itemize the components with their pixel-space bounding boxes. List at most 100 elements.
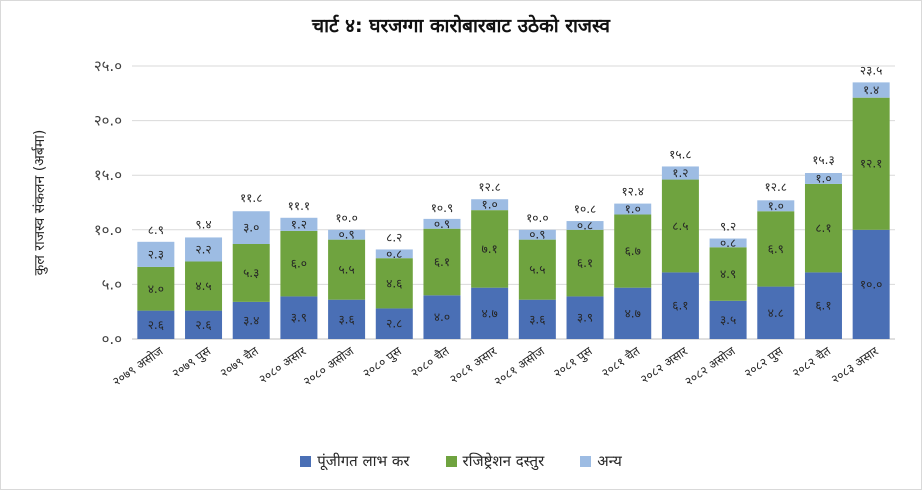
data-label-registration-fee: ७.१ [482, 242, 498, 256]
bar-segment-capital-gains [280, 296, 318, 339]
total-label: १२.४ [621, 185, 644, 199]
bar-segment-other [423, 218, 461, 229]
data-label-registration-fee: ४.६ [386, 276, 402, 290]
data-label-other: १.० [625, 202, 641, 216]
data-label-capital-gains: २.६ [148, 318, 164, 332]
data-label-capital-gains: २.६ [195, 318, 211, 332]
data-label-registration-fee: ६.१ [434, 255, 450, 269]
total-label: १५.८ [669, 147, 692, 161]
bar-segment-capital-gains [804, 272, 842, 339]
bar-segment-registration-fee [518, 239, 556, 300]
data-label-other: १.२ [291, 217, 307, 231]
x-tick-label: २०८२ असोज [682, 343, 738, 388]
bar-segment-other [328, 229, 366, 240]
total-label: ९.२ [720, 220, 736, 234]
y-tick-label: २५.० [94, 57, 122, 75]
bar-segment-other [232, 211, 270, 244]
data-label-other: ०.९ [529, 228, 545, 242]
data-label-registration-fee: ८.५ [672, 219, 688, 233]
x-tick-label: २०८० पुस [360, 343, 405, 381]
legend-swatch-other [580, 455, 592, 467]
bar-segment-registration-fee [709, 247, 747, 301]
total-label: २३.५ [860, 63, 883, 77]
data-label-other: २.२ [195, 242, 211, 256]
x-tick-label: २०७९ असोज [110, 343, 166, 388]
data-label-other: ०.८ [720, 236, 736, 250]
bar-segment-registration-fee [232, 243, 270, 302]
y-tick-label: २०.० [94, 112, 122, 130]
total-label: ११.८ [240, 191, 263, 205]
total-label: १०.० [526, 211, 549, 225]
data-label-other: ०.८ [577, 218, 593, 232]
bar-segment-registration-fee [852, 97, 890, 230]
data-label-registration-fee: ५.५ [529, 263, 545, 277]
total-label: १२.८ [478, 180, 501, 194]
data-label-registration-fee: ४.० [148, 282, 164, 296]
total-label: ८.९ [148, 223, 164, 237]
x-tick-label: २०८२ पुस [742, 343, 787, 381]
bar-segment-capital-gains [709, 300, 747, 339]
bar-segment-registration-fee [614, 214, 652, 288]
total-label: १५.३ [812, 153, 835, 167]
data-label-registration-fee: ४.९ [720, 267, 736, 281]
data-label-other: १.४ [863, 83, 879, 97]
data-label-capital-gains: ४.८ [768, 306, 784, 320]
bar-segment-other [757, 200, 795, 212]
total-label: १०.० [335, 211, 358, 225]
data-label-registration-fee: ५.३ [243, 266, 259, 280]
data-label-other: ०.९ [434, 217, 450, 231]
data-label-registration-fee: ६.९ [768, 242, 784, 256]
bar-segment-registration-fee [185, 261, 223, 311]
data-label-capital-gains: ३.४ [243, 313, 259, 327]
data-label-registration-fee: ६.१ [577, 256, 593, 270]
total-label: ९.४ [195, 217, 211, 231]
y-tick-label: ०.० [102, 330, 122, 348]
legend-item-other: अन्य [580, 451, 622, 471]
legend-label-registration-fee: रजिष्ट्रेशन दस्तुर [462, 452, 545, 470]
bar-segment-other [804, 173, 842, 184]
total-label: १०.९ [431, 201, 454, 215]
bar-segment-capital-gains [328, 299, 366, 339]
bar-segment-capital-gains [757, 286, 795, 339]
legend-swatch-capital-gains [300, 455, 312, 467]
data-label-registration-fee: ५.५ [338, 263, 354, 277]
y-tick-label: १५.० [94, 166, 122, 184]
data-label-registration-fee: ८.१ [815, 221, 831, 235]
bar-segment-capital-gains [137, 310, 175, 339]
y-axis-title: कुल राजस्व संकलन (अर्बमा) [31, 130, 48, 276]
data-label-other: १.२ [672, 166, 688, 180]
data-label-capital-gains: ६.१ [672, 299, 688, 313]
bar-segment-capital-gains [375, 308, 413, 339]
data-label-capital-gains: १०.० [860, 277, 883, 291]
data-label-other: ०.८ [386, 247, 402, 261]
bar-segment-capital-gains [185, 310, 223, 339]
total-label: ८.२ [386, 230, 402, 244]
bar-segment-other [471, 199, 509, 211]
bar-segment-registration-fee [328, 239, 366, 300]
bar-segment-registration-fee [375, 258, 413, 309]
chart-title: चार्ट ४: घरजग्गा कारोबारबाट उठेको राजस्व [312, 15, 610, 37]
data-label-capital-gains: ४.० [434, 310, 450, 324]
bar-segment-other [137, 241, 175, 267]
total-label: ११.१ [288, 199, 311, 213]
data-label-other: १.० [482, 198, 498, 212]
data-label-capital-gains: ४.७ [482, 306, 498, 320]
data-label-capital-gains: ३.६ [529, 312, 545, 326]
legend-swatch-registration-fee [445, 455, 457, 467]
bar-segment-registration-fee [423, 228, 461, 296]
bar-segment-other [614, 203, 652, 215]
data-label-capital-gains: ३.९ [291, 311, 307, 325]
bar-segment-other [661, 166, 699, 180]
bar-segment-registration-fee [471, 210, 509, 288]
bar-segment-other [185, 237, 223, 262]
bar-segment-other [566, 221, 604, 230]
data-label-other: ३.० [243, 221, 259, 235]
y-tick-label: ५.० [102, 275, 122, 293]
bar-segment-other [709, 238, 747, 248]
bar-segment-capital-gains [518, 299, 556, 339]
bar-segment-capital-gains [232, 301, 270, 339]
data-label-registration-fee: ६.० [291, 257, 307, 271]
total-label: १२.८ [765, 180, 788, 194]
data-label-other: १.० [815, 171, 831, 185]
